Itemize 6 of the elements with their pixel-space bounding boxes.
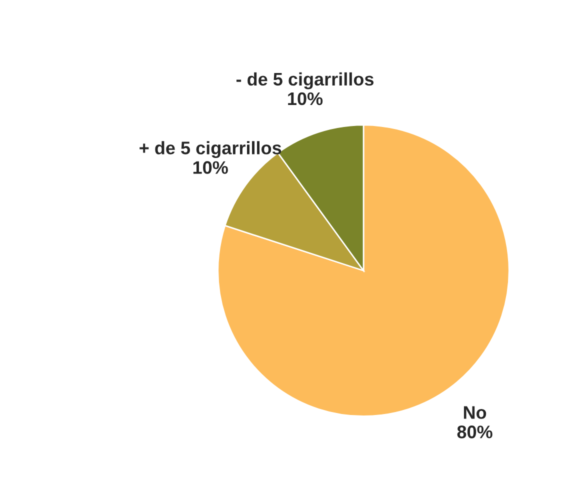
data-label: 10% [193,161,228,174]
data-label: 10% [288,92,323,106]
data-label: 80% [457,426,492,438]
slice-label: No [464,406,486,419]
slice-label: + de 5 cigarrillos [140,141,282,158]
slice-label: - de 5 cigarrillos [236,72,374,90]
